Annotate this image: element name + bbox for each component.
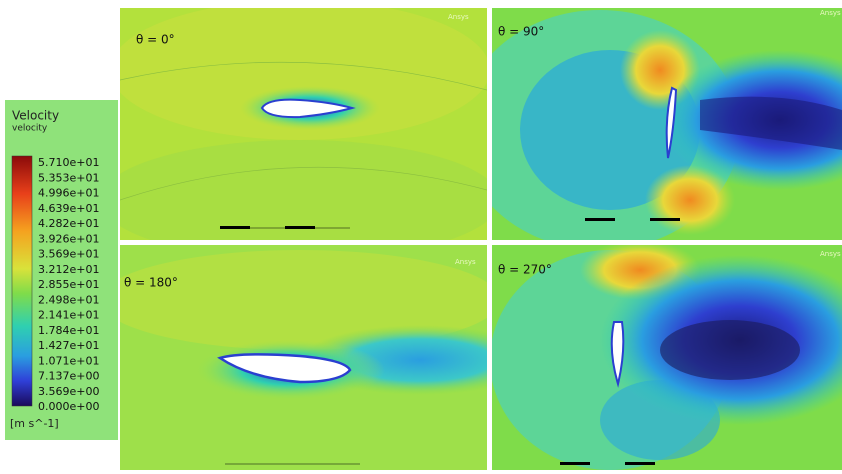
watermark: Ansys [820,9,841,17]
watermark: Ansys [448,13,469,21]
legend-tick-label: 3.569e+00 [38,385,99,398]
watermark: Ansys [820,250,841,258]
panel-label: θ = 180° [124,276,178,290]
legend-tick-label: 1.784e+01 [38,324,99,337]
legend-tick-label: 2.141e+01 [38,309,99,322]
legend-tick-label: 4.639e+01 [38,202,99,215]
legend-tick-label: 3.569e+01 [38,248,99,261]
legend-tick-label: 1.427e+01 [38,339,99,352]
legend-tick-label: 2.498e+01 [38,293,99,306]
legend-tick-label: 5.353e+01 [38,171,99,184]
panel-label: θ = 0° [136,33,175,47]
legend-tick-label: 4.996e+01 [38,187,99,200]
panel-label: θ = 270° [498,263,552,277]
legend-tick-label: 0.000e+00 [38,400,99,413]
legend-tick-label: 1.071e+01 [38,354,99,367]
legend-unit: [m s^-1] [10,417,59,430]
legend-tick-label: 3.926e+01 [38,232,99,245]
legend-tick-label: 4.282e+01 [38,217,99,230]
panel-label: θ = 90° [498,25,544,39]
legend-tick-label: 7.137e+00 [38,370,99,383]
figure: Velocity velocity 5.710e+01 5.353e+01 4.99… [0,0,842,470]
legend-tick-label: 5.710e+01 [38,156,99,169]
colorbar [12,156,32,406]
legend-title: Velocity [12,109,59,123]
legend-tick-label: 3.212e+01 [38,263,99,276]
legend-subtitle: velocity [12,124,48,134]
watermark: Ansys [455,258,476,266]
panel [460,8,842,250]
legend-tick-label: 2.855e+01 [38,278,99,291]
